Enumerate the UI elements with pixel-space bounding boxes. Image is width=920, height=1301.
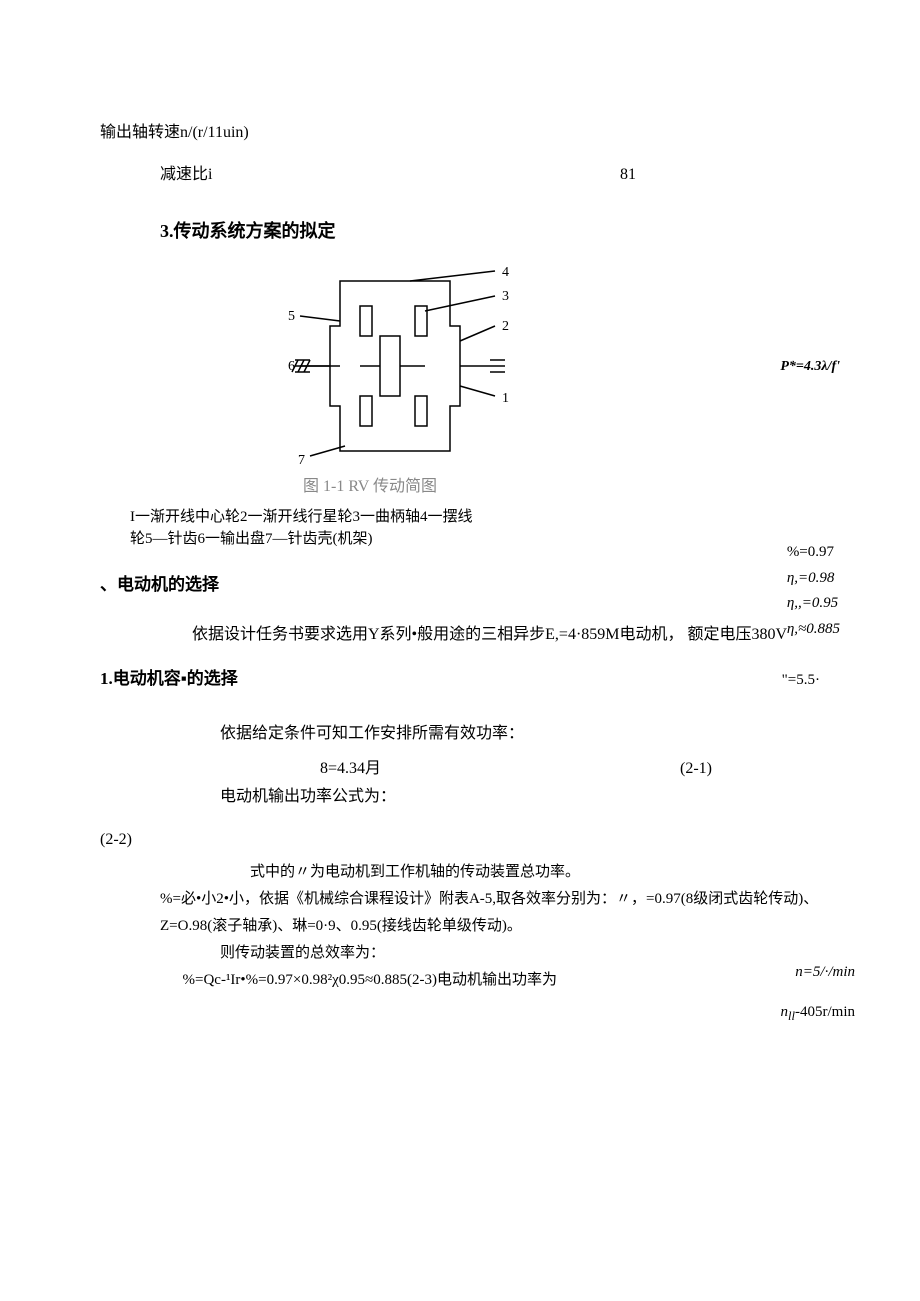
- eq-2-1: 8=4.34月 (2-1): [100, 756, 820, 782]
- eq-2-2-num: (2-2): [100, 827, 820, 853]
- side-formula: P*=4.3λ/f': [780, 356, 840, 378]
- diagram-label-6: 6: [288, 359, 295, 374]
- diagram-legend: I一渐开线中心轮2一渐开线行星轮3一曲柄轴4一摆线 轮5—针齿6一输出盘7—针齿…: [100, 506, 820, 551]
- diagram-caption: 图 1-1 RV 传动简图: [220, 474, 520, 500]
- legend-line-1: I一渐开线中心轮2一渐开线行星轮3一曲柄轴4一摆线: [130, 506, 820, 529]
- right-note-nll: nll-405r/min: [781, 1000, 855, 1026]
- lower-body: 式中的〃为电动机到工作机轴的传动装置总功率。 %=必•小2•小，依据《机械综合课…: [100, 859, 820, 994]
- diagram-area: 4 3 2 1 5 6 7 P*=4.3λ/f' 图 1-1 RV 传动简图 I…: [100, 266, 820, 551]
- diagram-label-3: 3: [502, 289, 509, 304]
- eta-2: η,=0.98: [787, 566, 840, 592]
- motor-intro-para: 依据设计任务书要求选用Y系列•般用途的三相异步E,=4·859M电动机， 额定电…: [100, 622, 820, 648]
- ratio-label: 减速比i: [160, 162, 620, 188]
- diagram-label-7: 7: [298, 453, 305, 466]
- nll-rest: -405r/min: [795, 1004, 855, 1020]
- eq-2-1-num: (2-1): [680, 756, 820, 782]
- diagram-label-5: 5: [288, 309, 295, 324]
- p6: %=Qc-¹Ir•%=0.97×0.98²χ0.95≈0.885(2-3)电动机…: [160, 967, 820, 994]
- ratio-value: 81: [620, 162, 820, 188]
- eta-values: %=0.97 η,=0.98 η,,=0.95 η,≈0.885: [787, 540, 840, 642]
- p1: 依据给定条件可知工作安排所需有效功率：: [100, 721, 820, 747]
- motor-selection-heading: 、电动机的选择: [100, 571, 820, 598]
- eta-3: η,,=0.95: [787, 591, 840, 617]
- eta-1: %=0.97: [787, 540, 840, 566]
- output-speed-row: 输出轴转速n/(r/11uin): [100, 120, 820, 146]
- eq-2-1-text: 8=4.34月: [320, 756, 680, 782]
- diagram-label-1: 1: [502, 391, 509, 406]
- diagram-label-4: 4: [502, 266, 509, 280]
- sub-1-right-value: "=5.5·: [782, 668, 820, 692]
- p2: 电动机输出功率公式为：: [100, 784, 820, 810]
- section-3-title: 3.传动系统方案的拟定: [100, 217, 820, 246]
- sub-1-row: 1.电动机容▪的选择 "=5.5·: [100, 665, 820, 692]
- diagram-label-2: 2: [502, 319, 509, 334]
- nll-italic: nll: [781, 1004, 795, 1020]
- p5: 则传动装置的总效率为：: [160, 940, 820, 967]
- ratio-row: 减速比i 81: [100, 162, 820, 188]
- legend-line-2: 轮5—针齿6一输出盘7—针齿壳(机架): [130, 528, 820, 551]
- rv-transmission-diagram: 4 3 2 1 5 6 7: [260, 266, 540, 466]
- sub-1-title: 1.电动机容▪的选择: [100, 665, 238, 692]
- p4: %=必•小2•小，依据《机械综合课程设计》附表A-5,取各效率分别为：〃，=0.…: [160, 886, 820, 940]
- right-note-n: n=5/·/min: [795, 960, 855, 984]
- p3: 式中的〃为电动机到工作机轴的传动装置总功率。: [160, 859, 820, 886]
- output-speed-label: 输出轴转速n/(r/11uin): [100, 120, 249, 146]
- eta-4: η,≈0.885: [787, 617, 840, 643]
